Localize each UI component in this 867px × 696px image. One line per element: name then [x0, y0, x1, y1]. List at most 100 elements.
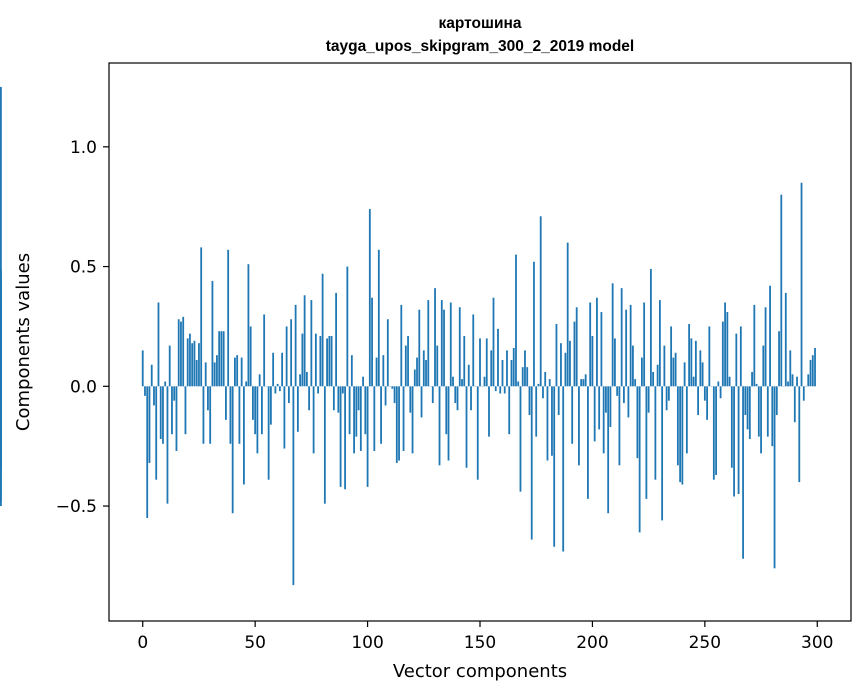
bar-100: [366, 386, 369, 487]
y-tick-label: 0.5: [70, 258, 97, 278]
bar-66: [290, 319, 293, 387]
bar-62: [281, 352, 284, 387]
bar-108: [384, 386, 387, 406]
bar-250: [703, 386, 706, 401]
bar-207: [607, 386, 610, 514]
bar-45: [243, 386, 245, 485]
bar-172: [528, 386, 531, 416]
bar-291: [796, 376, 798, 387]
bar-186: [560, 343, 562, 387]
bar-46: [245, 381, 248, 387]
bar-240: [681, 386, 684, 485]
bar-91: [346, 266, 349, 387]
bar-19: [184, 386, 187, 435]
bar-134: [443, 309, 445, 387]
bar-168: [519, 386, 522, 492]
bar-142: [461, 379, 463, 387]
bar-154: [488, 386, 490, 437]
bar-237: [674, 352, 677, 387]
bar-231: [661, 386, 664, 521]
bar-109: [386, 319, 389, 387]
bar-293: [800, 182, 803, 387]
bar-190: [569, 340, 571, 387]
bar-274: [757, 386, 760, 437]
bar-212: [618, 386, 621, 466]
bar-271: [751, 371, 753, 387]
bar-262: [730, 386, 733, 468]
bar-255: [715, 386, 717, 475]
bar-278: [766, 386, 769, 437]
bar-133: [440, 300, 443, 387]
bar-282: [775, 386, 778, 416]
bar-259: [724, 302, 726, 387]
bar-98: [362, 376, 364, 387]
bar-90: [344, 386, 346, 490]
bar-28: [204, 362, 207, 387]
bar-93: [350, 355, 353, 387]
bar-277: [764, 307, 767, 387]
bar-247: [697, 386, 699, 416]
bar-68: [294, 304, 297, 387]
bar-73: [305, 371, 308, 387]
bar-167: [517, 381, 520, 387]
bar-12: [168, 345, 171, 387]
bar-216: [627, 386, 630, 418]
bar-180: [546, 386, 549, 461]
bar-299: [814, 347, 816, 387]
bar-30: [209, 386, 212, 444]
bar-276: [762, 345, 765, 387]
bar-48: [249, 326, 252, 387]
bar-245: [692, 376, 695, 387]
bar-177: [539, 216, 542, 387]
bar-159: [499, 386, 502, 394]
bar-47: [247, 264, 250, 387]
bar-165: [512, 347, 515, 387]
bar-147: [472, 314, 475, 387]
bar-149: [476, 386, 479, 480]
bar-137: [449, 302, 452, 387]
bar-4: [150, 364, 153, 387]
bar-174: [533, 261, 535, 387]
bar-260: [726, 312, 729, 387]
y-tick-label: 0.0: [70, 377, 97, 397]
bar-126: [425, 359, 427, 387]
bar-187: [562, 386, 565, 552]
bar-76: [312, 386, 315, 454]
bar-89: [341, 386, 344, 394]
bar-24: [195, 359, 198, 387]
bar-96: [357, 386, 360, 411]
bar-8: [159, 386, 162, 439]
bar-121: [413, 369, 416, 387]
bar-88: [339, 386, 342, 487]
bar-294: [802, 386, 805, 401]
bar-78: [317, 386, 320, 394]
bar-232: [663, 345, 666, 387]
bar-67: [292, 386, 295, 586]
x-tick-label: 150: [464, 633, 496, 653]
bar-79: [319, 336, 322, 387]
bar-227: [652, 371, 655, 387]
bar-169: [521, 367, 524, 387]
bar-248: [699, 350, 702, 387]
bar-267: [742, 386, 744, 559]
bar-284: [780, 194, 783, 387]
bar-31: [211, 280, 214, 387]
bar-157: [494, 386, 497, 392]
bar-189: [566, 242, 569, 387]
bar-118: [407, 336, 409, 387]
bar-119: [409, 386, 412, 413]
bar-99: [364, 386, 367, 435]
bar-37: [225, 386, 227, 420]
bar-40: [231, 386, 234, 514]
bar-257: [719, 386, 722, 399]
bar-200: [591, 336, 594, 387]
bar-235: [670, 326, 673, 387]
bar-124: [420, 386, 423, 418]
bar-185: [557, 386, 560, 416]
bar-196: [582, 379, 585, 387]
bar-242: [685, 386, 688, 454]
x-tick-label: 50: [244, 633, 266, 653]
bar-86: [335, 292, 337, 387]
bar-9: [162, 386, 164, 444]
